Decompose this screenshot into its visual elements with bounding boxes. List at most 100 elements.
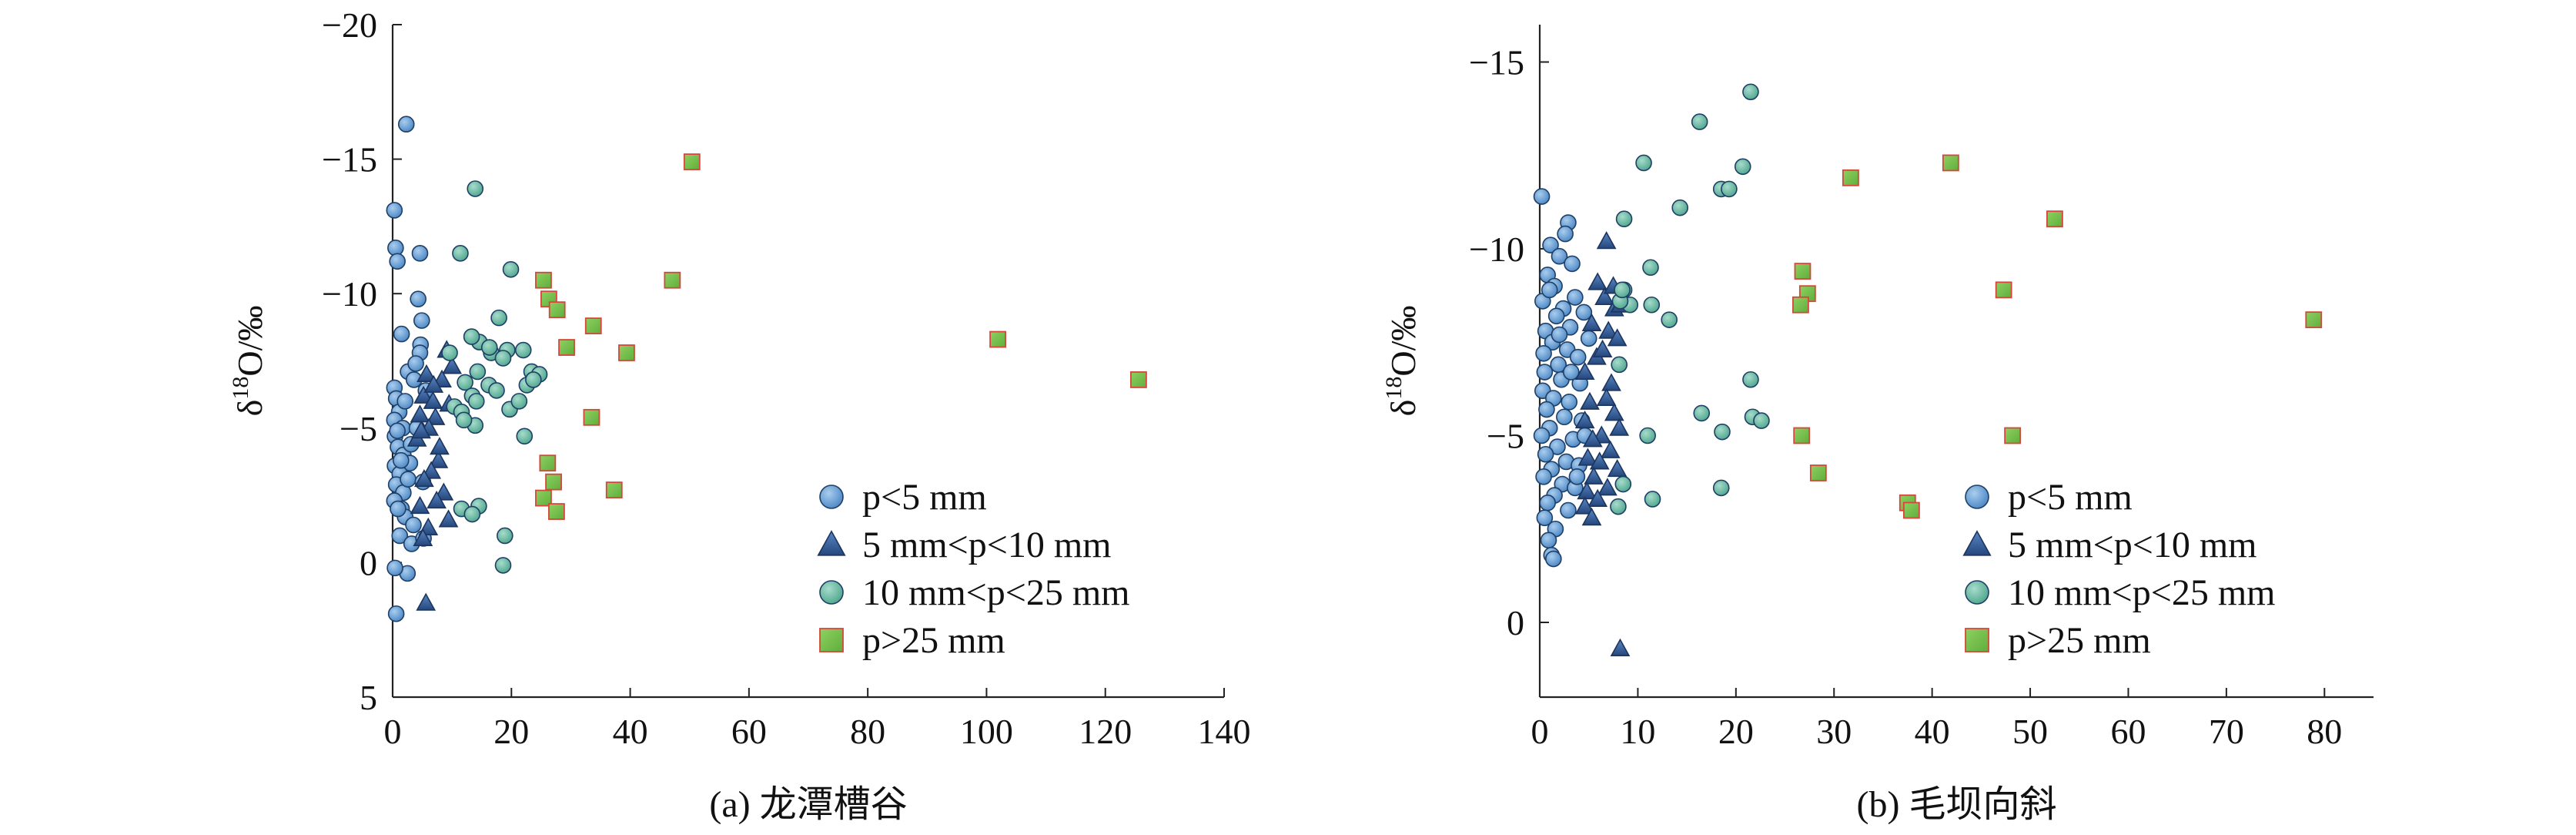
data-point-b-series-3 [1635, 154, 1652, 172]
data-point-b-series-2 [1600, 440, 1621, 458]
data-point-a-series-3 [510, 393, 528, 410]
data-point-b-series-1 [1545, 550, 1562, 568]
data-point-a-series-4 [548, 503, 565, 520]
data-point-b-series-1 [1551, 326, 1568, 344]
data-point-b-series-1 [1535, 468, 1552, 485]
data-point-b-series-1 [1556, 408, 1573, 426]
data-point-a-series-4 [558, 339, 575, 356]
data-point-b-series-1 [1567, 289, 1584, 306]
data-point-a-series-3 [463, 505, 481, 523]
data-point-b-series-3 [1639, 427, 1656, 444]
data-point-b-series-4 [1793, 427, 1811, 444]
data-point-a-series-2 [410, 495, 430, 515]
data-point-b-series-1 [1533, 188, 1551, 205]
x-tick-label-a: 0 [384, 712, 402, 751]
legend-label-b-1: p<5 mm [2008, 477, 2133, 518]
data-point-b-series-3 [1615, 210, 1633, 228]
data-point-b-series-2 [1574, 496, 1595, 515]
data-point-b-series-1 [1575, 303, 1593, 321]
data-point-b-series-3 [1714, 423, 1731, 441]
data-point-b-series-1 [1547, 307, 1565, 325]
data-point-b-series-1 [1562, 364, 1580, 381]
data-point-a-series-4 [664, 271, 681, 289]
data-point-b-series-2 [1592, 339, 1613, 357]
data-point-b-series-3 [1671, 199, 1688, 216]
data-point-a-series-3 [452, 245, 469, 262]
data-point-b-series-3 [1610, 498, 1627, 515]
data-point-b-series-2 [1597, 478, 1618, 496]
data-point-b-series-1 [1561, 394, 1578, 411]
y-axis-label-a-rest: O/‰ [230, 306, 269, 377]
data-point-b-series-1 [1533, 427, 1551, 444]
y-tick-label-a: −15 [322, 140, 377, 179]
y-axis-label-b: δ18O/‰ [1381, 306, 1423, 417]
data-point-b-series-2 [1584, 466, 1604, 485]
data-point-b-series-2 [1577, 448, 1598, 466]
data-point-b-series-3 [1693, 404, 1711, 422]
legend-label-a-1: p<5 mm [862, 477, 987, 518]
data-point-a-series-3 [525, 371, 542, 388]
legend-marker-b-3 [1965, 580, 1989, 605]
data-point-a-series-3 [467, 180, 484, 197]
legend-label-a-3: 10 mm<p<25 mm [862, 572, 1129, 613]
data-point-a-series-2 [430, 437, 450, 455]
data-point-b-series-3 [1661, 311, 1678, 328]
data-point-a-series-3 [457, 374, 473, 391]
data-point-b-series-3 [1614, 281, 1631, 299]
data-point-a-series-4 [989, 330, 1006, 348]
data-point-b-series-2 [1581, 313, 1602, 332]
data-point-a-series-3 [494, 350, 512, 367]
data-point-b-series-1 [1580, 330, 1597, 347]
data-point-a-series-1 [393, 325, 410, 343]
data-point-a-series-1 [410, 290, 427, 307]
data-point-a-series-1 [413, 312, 430, 329]
legend-marker-b-4 [1965, 628, 1989, 652]
data-point-b-series-3 [1753, 412, 1770, 429]
data-point-b-series-2 [1577, 481, 1597, 500]
legend-label-b-4: p>25 mm [2008, 620, 2151, 661]
legend-marker-b-2 [1962, 530, 1992, 556]
data-point-a-series-1 [387, 605, 405, 622]
data-point-b-series-3 [1721, 180, 1738, 198]
ticks-a: 0 20 40 60 80 100 120 140−20−15−10−505 [322, 5, 1250, 751]
data-point-b-series-2 [1574, 410, 1595, 429]
data-point-a-series-2 [414, 469, 434, 488]
data-point-a-series-3 [463, 328, 480, 345]
data-point-b-series-2 [1598, 320, 1619, 339]
x-tick-label-a: 140 [1198, 712, 1251, 751]
data-point-b-series-3 [1742, 83, 1759, 101]
data-point-b-series-4 [1995, 281, 2012, 299]
marks-b [1533, 83, 2323, 656]
data-point-a-series-2 [427, 490, 447, 509]
data-point-b-series-2 [1607, 459, 1628, 478]
data-point-b-series-2 [1574, 361, 1595, 381]
data-point-b-series-2 [1610, 638, 1631, 656]
data-point-a-series-4 [683, 153, 701, 170]
data-point-b-series-1 [1539, 494, 1556, 511]
data-point-b-series-1 [1549, 438, 1566, 455]
data-point-b-series-4 [1794, 263, 1812, 280]
chart-panel-a: 0 20 40 60 80 100 120 140−20−15−10−505 δ18O/‰ (… [228, 5, 1251, 825]
data-point-b-series-1 [1568, 468, 1586, 485]
data-point-a-series-4 [618, 344, 635, 361]
data-point-b-series-3 [1611, 356, 1628, 374]
x-tick-label-a: 60 [731, 712, 767, 751]
x-tick-label-b: 30 [1816, 712, 1852, 751]
x-tick-label-b: 80 [2307, 712, 2342, 751]
x-tick-label-b: 40 [1915, 712, 1950, 751]
data-point-a-series-2 [425, 407, 446, 425]
marks-a [386, 116, 1147, 622]
y-tick-label-b: 0 [1507, 603, 1524, 642]
chart-panel-b: 0 10 20 30 40 50 60 70 80 −15 −10 −5 0 δ18O/‰ (b) 毛坝… [1381, 25, 2374, 825]
data-point-a-series-2 [428, 450, 449, 468]
y-tick-label-b: −15 [1469, 43, 1524, 82]
data-point-a-series-2 [417, 364, 437, 382]
data-point-b-series-1 [1551, 247, 1568, 265]
data-point-b-series-2 [1596, 231, 1617, 250]
data-point-b-series-4 [2004, 427, 2022, 444]
data-point-b-series-2 [1582, 429, 1603, 448]
data-point-a-series-4 [539, 454, 557, 472]
y-tick-label-a: −10 [322, 274, 377, 314]
y-axis-label-b-sup: 18 [1381, 377, 1407, 400]
